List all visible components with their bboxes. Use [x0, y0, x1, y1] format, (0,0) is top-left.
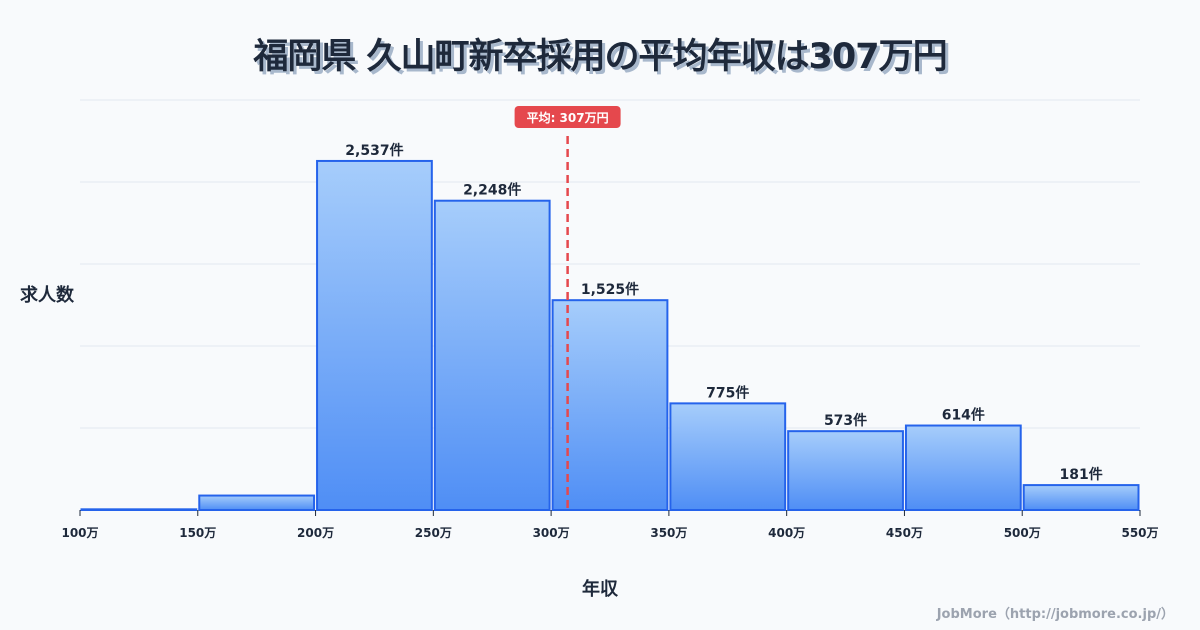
x-axis-label: 年収: [582, 579, 618, 600]
histogram-bar: [669, 402, 787, 512]
histogram-bar: [198, 494, 316, 511]
mean-badge: [514, 106, 621, 128]
bar-value-label: 573件: [824, 412, 867, 429]
x-tick-label: 100万: [61, 526, 98, 540]
y-axis-label: 求人数: [20, 285, 74, 306]
source-credit: JobMore（http://jobmore.co.jp/）: [936, 607, 1174, 622]
x-tick-label: 500万: [1004, 526, 1041, 540]
x-tick-label: 250万: [415, 526, 452, 540]
bar-value-label: 614件: [942, 407, 985, 424]
x-tick-label: 400万: [768, 526, 805, 540]
histogram-bar: [316, 159, 433, 511]
bar-value-label: 181件: [1059, 466, 1102, 483]
bar-value-label: 775件: [706, 384, 749, 401]
x-tick-label: 350万: [650, 526, 687, 540]
mean-line: 平均: 307万円: [514, 106, 621, 510]
chart-title: 福岡県 久山町新卒採用の平均年収は307万円: [253, 37, 947, 77]
bar-value-label: 2,537件: [345, 142, 403, 159]
mean-badge-label: 平均: 307万円: [527, 110, 609, 125]
histogram-bar: [433, 199, 551, 512]
x-axis-ticks: 100万 150万 200万 250万 300万 350万 400万 450万 500万 550万: [61, 510, 1159, 540]
x-tick-label: 450万: [886, 526, 923, 540]
histogram-bar: [904, 424, 1022, 512]
histogram-bar: [80, 508, 198, 511]
bars: 2,537件 2,248件 1,525件 775件 573件 614件 181件: [80, 142, 1140, 512]
histogram-bar: [551, 299, 669, 511]
bar-value-label: 2,248件: [463, 182, 521, 199]
histogram-bar: [1022, 484, 1140, 512]
x-tick-label: 150万: [179, 526, 216, 540]
bar-value-label: 1,525件: [581, 281, 639, 298]
x-tick-label: 550万: [1121, 526, 1158, 540]
x-tick-label: 300万: [533, 526, 570, 540]
x-tick-label: 200万: [297, 526, 334, 540]
histogram-bar: [787, 430, 904, 511]
